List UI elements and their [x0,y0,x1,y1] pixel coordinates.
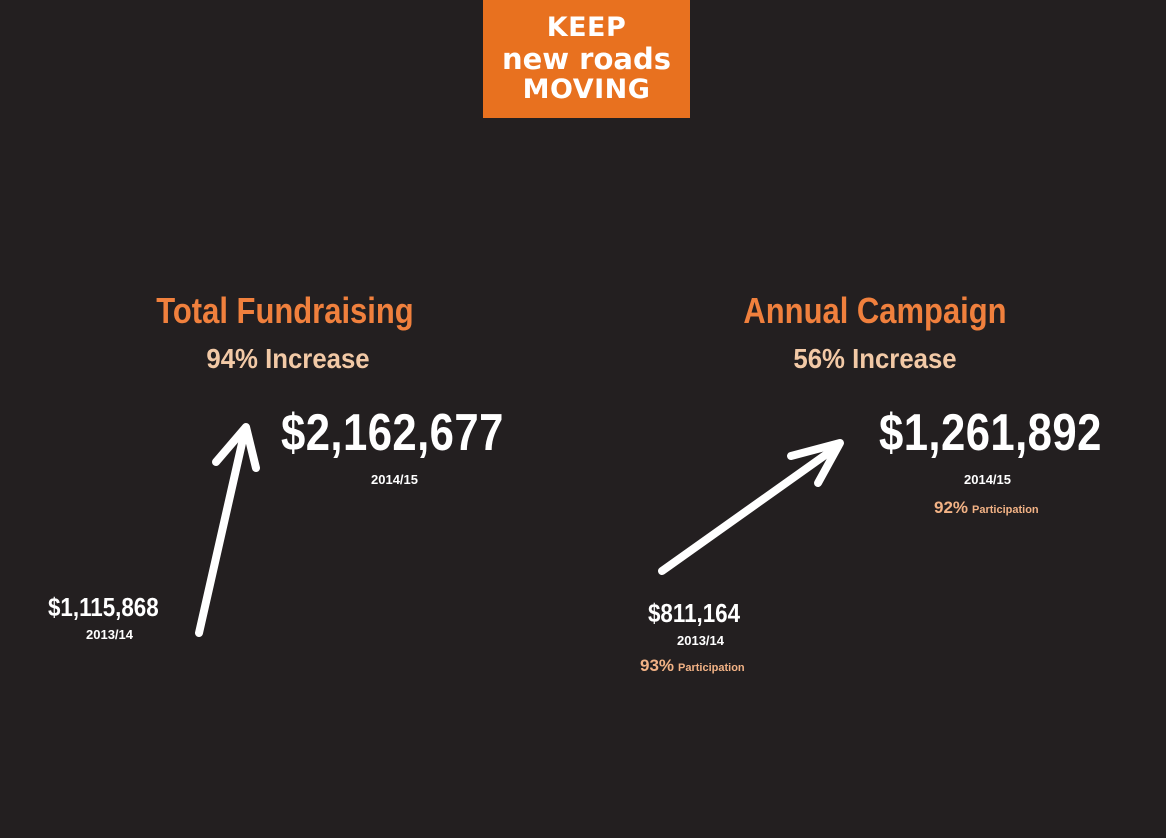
logo-line-moving: MOVING [522,74,651,106]
total-fundraising-previous-value: $1,115,868 [48,592,159,622]
annual-campaign-current-participation: 92% Participation [934,498,1039,518]
participation-percent: 93% [640,656,675,675]
logo-line-new-roads: new roads [501,41,671,76]
total-fundraising-previous-year: 2013/14 [86,627,133,642]
annual-campaign-previous-participation: 93% Participation [640,656,745,676]
participation-label: Participation [972,504,1039,516]
keep-new-roads-moving-logo: KEEP new roads MOVING [483,0,690,118]
annual-campaign-title: Annual Campaign [743,290,1007,331]
annual-campaign-arrowhead-icon [787,439,844,487]
logo-line-keep: KEEP [546,11,627,43]
total-fundraising-increase: 94% Increase [206,343,370,374]
total-fundraising-arrowhead-icon [212,423,260,472]
annual-campaign-current-value: $1,261,892 [879,404,1102,462]
annual-campaign-arrow-icon [658,442,842,575]
total-fundraising-arrow-icon [195,426,249,637]
total-fundraising-current-value: $2,162,677 [281,404,504,462]
annual-campaign-increase: 56% Increase [793,343,957,374]
annual-campaign-previous-year: 2013/14 [677,633,724,648]
total-fundraising-current-year: 2014/15 [371,472,418,487]
annual-campaign-current-year: 2014/15 [964,472,1011,487]
annual-campaign-previous-value: $811,164 [648,598,741,628]
total-fundraising-title: Total Fundraising [156,290,414,331]
participation-percent: 92% [934,498,969,517]
participation-label: Participation [678,662,745,674]
